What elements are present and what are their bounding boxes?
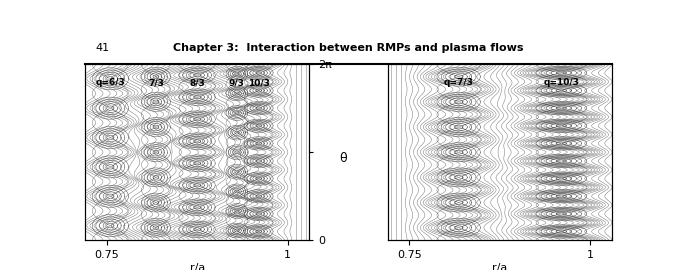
X-axis label: r/a: r/a	[492, 263, 507, 270]
Text: 7/3: 7/3	[148, 78, 164, 87]
X-axis label: r/a: r/a	[190, 263, 205, 270]
Text: 41: 41	[95, 43, 109, 53]
Text: 9/3: 9/3	[229, 78, 245, 87]
Text: q=7/3: q=7/3	[444, 78, 473, 87]
Text: q=10/3: q=10/3	[543, 78, 579, 87]
Text: 8/3: 8/3	[189, 78, 205, 87]
Text: Chapter 3:  Interaction between RMPs and plasma flows: Chapter 3: Interaction between RMPs and …	[173, 43, 524, 53]
Text: q=6/3: q=6/3	[95, 78, 125, 87]
Text: 10/3: 10/3	[248, 78, 269, 87]
Y-axis label: θ: θ	[339, 152, 347, 165]
